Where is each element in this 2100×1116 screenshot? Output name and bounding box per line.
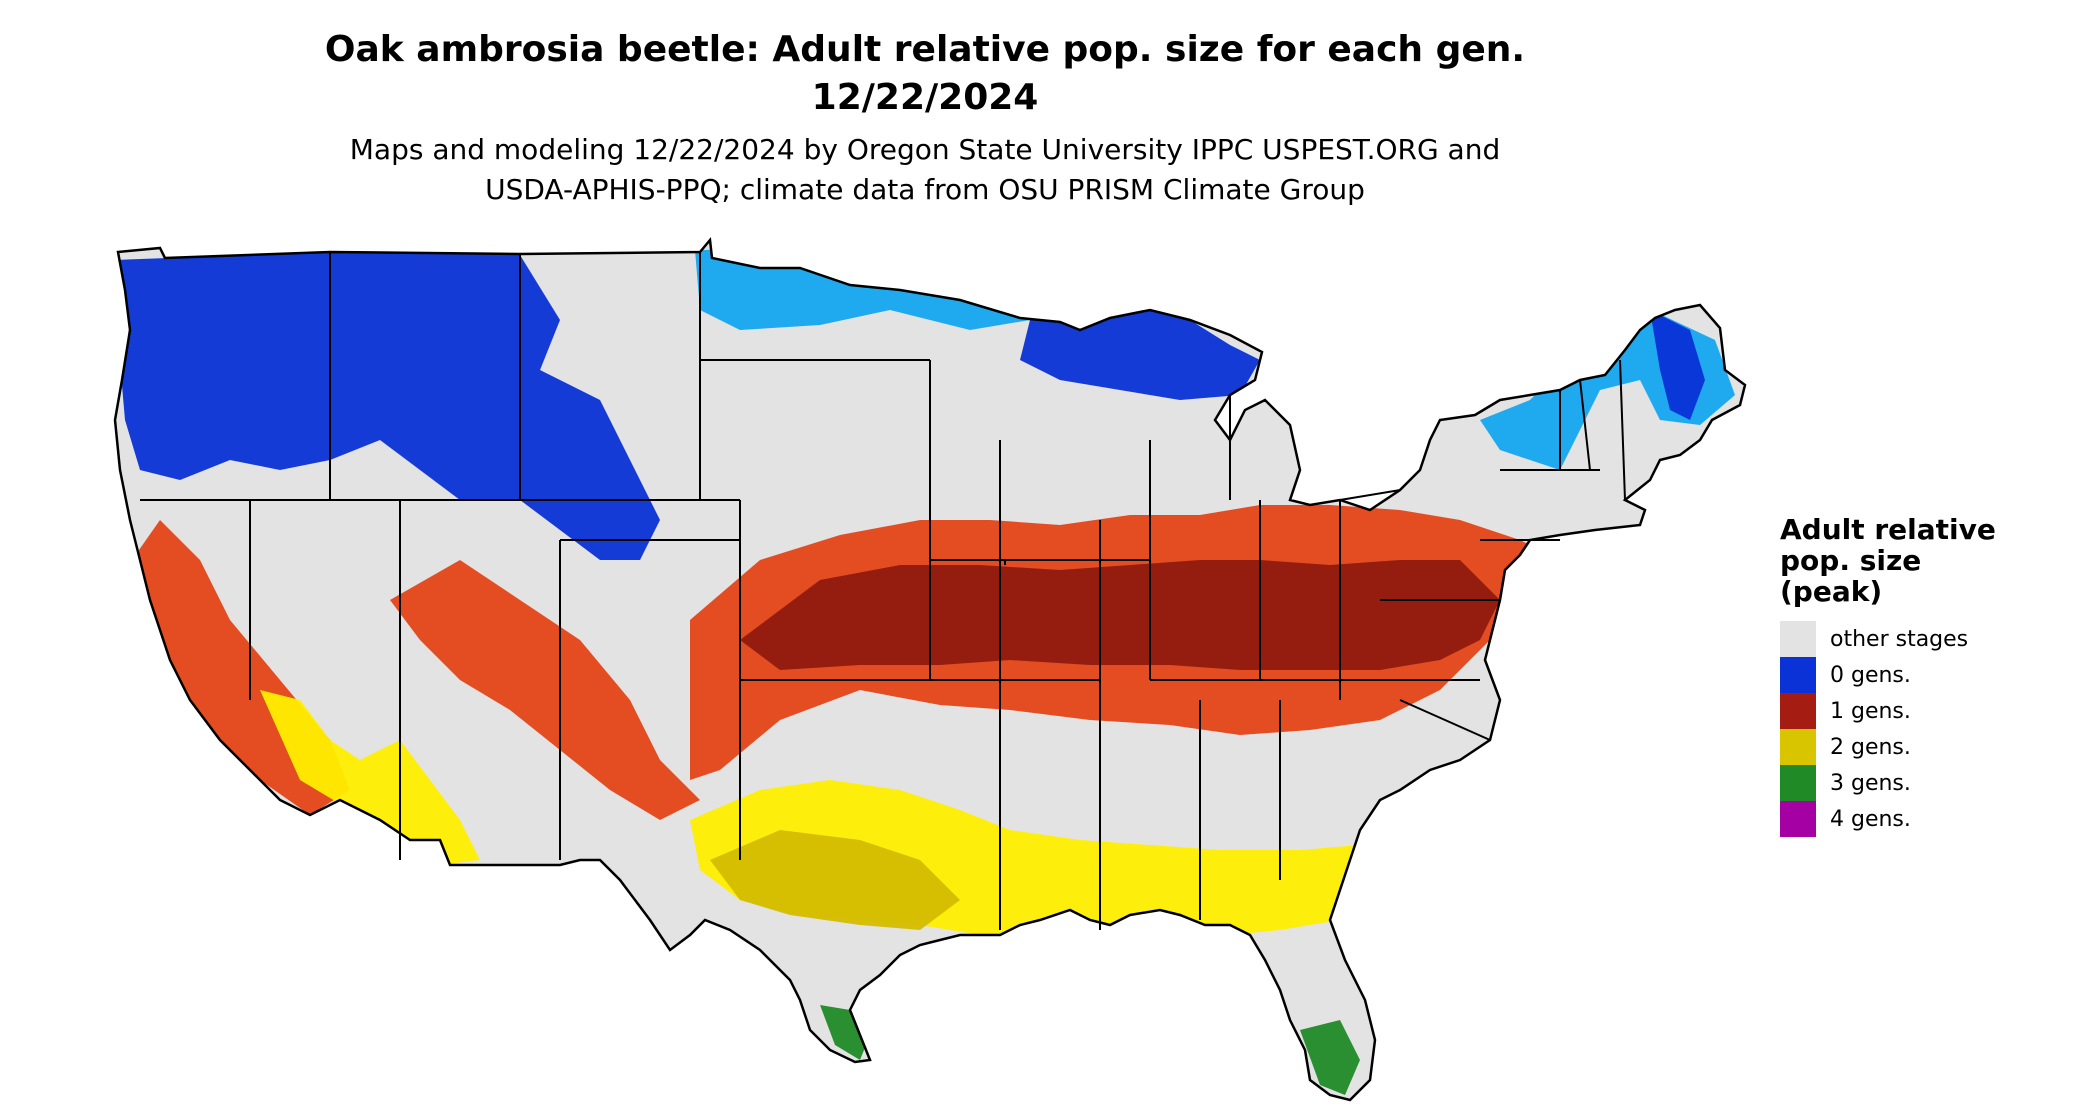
zone-2-gens-southwest bbox=[260, 690, 480, 865]
legend-item-0-gens: 0 gens. bbox=[1780, 657, 2080, 693]
legend-item-other-stages: other stages bbox=[1780, 621, 2080, 657]
state-borders bbox=[140, 252, 1626, 930]
legend-swatch bbox=[1780, 801, 1816, 837]
legend-title-line-1: Adult relative bbox=[1780, 513, 1996, 546]
us-outline bbox=[113, 236, 1747, 1102]
legend-swatch bbox=[1780, 729, 1816, 765]
zone-3-gens-south-texas bbox=[820, 1005, 870, 1060]
us-map bbox=[113, 236, 1747, 1102]
map-title-line-2: 12/22/2024 bbox=[811, 77, 1039, 118]
legend-swatch bbox=[1780, 621, 1816, 657]
legend-item-4-gens: 4 gens. bbox=[1780, 801, 2080, 837]
map-subtitle-line-2: USDA-APHIS-PPQ; climate data from OSU PR… bbox=[485, 173, 1365, 206]
legend-title: Adult relative pop. size (peak) bbox=[1780, 514, 2080, 607]
state-border-line bbox=[1339, 489, 1401, 501]
legend-title-line-3: (peak) bbox=[1780, 575, 1883, 608]
legend-label: 3 gens. bbox=[1830, 770, 1911, 796]
map-title: Oak ambrosia beetle: Adult relative pop.… bbox=[0, 26, 1850, 122]
zone-0-gens-dark-northwest bbox=[115, 252, 660, 560]
legend-label: other stages bbox=[1830, 626, 1969, 652]
legend-item-2-gens: 2 gens. bbox=[1780, 729, 2080, 765]
zone-1-gens-dark-central bbox=[740, 560, 1500, 670]
state-border-line bbox=[1399, 699, 1491, 741]
state-border-line bbox=[1579, 379, 1591, 471]
legend-swatch bbox=[1780, 693, 1816, 729]
zone-0-gens-dark-maine bbox=[1650, 310, 1705, 420]
legend-label: 0 gens. bbox=[1830, 662, 1911, 688]
legend-item-1-gens: 1 gens. bbox=[1780, 693, 2080, 729]
zone-2-gens-texas-dark bbox=[710, 830, 960, 930]
zone-3-gens-south-florida bbox=[1300, 1020, 1360, 1095]
zone-1-gens-southwest bbox=[390, 560, 700, 820]
legend: Adult relative pop. size (peak) other st… bbox=[1780, 514, 2080, 837]
map-title-line-1: Oak ambrosia beetle: Adult relative pop.… bbox=[324, 29, 1526, 70]
map-subtitle: Maps and modeling 12/22/2024 by Oregon S… bbox=[0, 130, 1850, 210]
map-subtitle-line-1: Maps and modeling 12/22/2024 by Oregon S… bbox=[349, 133, 1501, 166]
legend-label: 1 gens. bbox=[1830, 698, 1911, 724]
legend-swatch bbox=[1780, 657, 1816, 693]
state-border-line bbox=[1619, 359, 1626, 501]
legend-label: 4 gens. bbox=[1830, 806, 1911, 832]
legend-swatch bbox=[1780, 765, 1816, 801]
legend-title-line-2: pop. size bbox=[1780, 544, 1922, 577]
legend-label: 2 gens. bbox=[1830, 734, 1911, 760]
legend-item-3-gens: 3 gens. bbox=[1780, 765, 2080, 801]
